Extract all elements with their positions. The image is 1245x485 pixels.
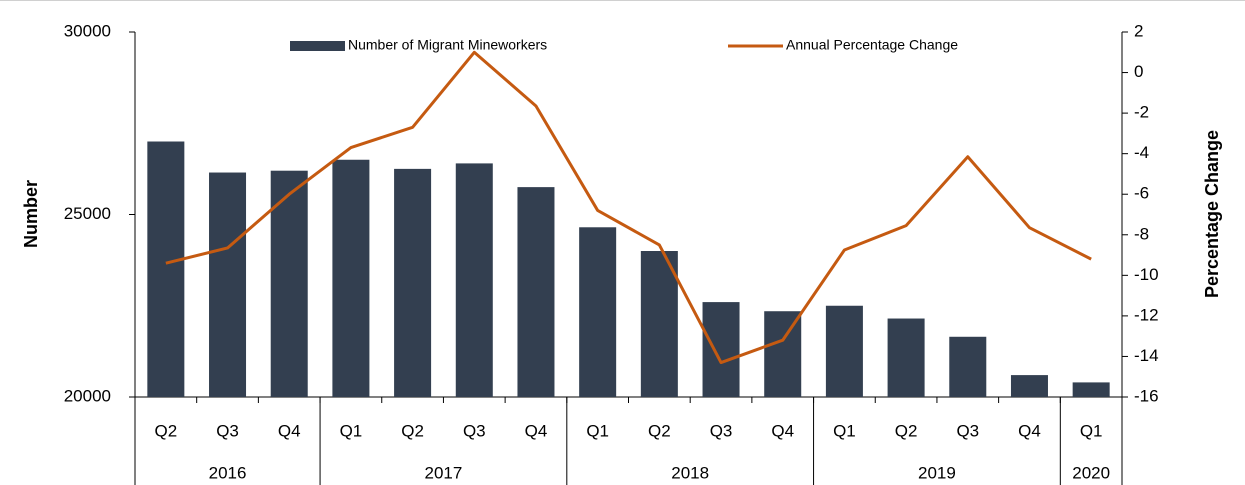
legend-swatch bbox=[290, 41, 345, 51]
y2-tick-label: -14 bbox=[1134, 346, 1159, 365]
x-tick-label: Q3 bbox=[216, 421, 239, 440]
bar bbox=[640, 251, 678, 397]
group-label: 2017 bbox=[425, 463, 463, 482]
x-tick-label: Q2 bbox=[648, 421, 671, 440]
x-tick-label: Q1 bbox=[340, 421, 363, 440]
x-tick-label: Q4 bbox=[278, 421, 301, 440]
y2-tick-label: 2 bbox=[1134, 21, 1143, 40]
bar bbox=[887, 318, 925, 397]
y-axis-title: Number bbox=[21, 180, 41, 248]
bar bbox=[455, 163, 493, 397]
y2-tick-label: -12 bbox=[1134, 305, 1159, 324]
x-tick-label: Q4 bbox=[771, 421, 794, 440]
bar bbox=[764, 311, 802, 397]
bar bbox=[270, 170, 308, 397]
group-label: 2016 bbox=[209, 463, 247, 482]
x-tick-label: Q1 bbox=[1080, 421, 1103, 440]
x-tick-label: Q2 bbox=[155, 421, 178, 440]
bar bbox=[394, 168, 432, 397]
legend-label: Number of Migrant Mineworkers bbox=[348, 37, 547, 53]
y2-tick-label: -10 bbox=[1134, 265, 1159, 284]
bar bbox=[517, 187, 555, 397]
x-tick-label: Q1 bbox=[586, 421, 609, 440]
group-label: 2019 bbox=[918, 463, 956, 482]
bar bbox=[147, 141, 185, 397]
group-label: 2020 bbox=[1072, 463, 1110, 482]
bar bbox=[332, 159, 370, 397]
x-tick-label: Q3 bbox=[463, 421, 486, 440]
y2-tick-label: -8 bbox=[1134, 224, 1149, 243]
y2-tick-label: -4 bbox=[1134, 143, 1149, 162]
y2-tick-label: -16 bbox=[1134, 386, 1159, 405]
y2-tick-label: -2 bbox=[1134, 103, 1149, 122]
x-tick-label: Q2 bbox=[401, 421, 424, 440]
y2-tick-label: 0 bbox=[1134, 62, 1143, 81]
group-label: 2018 bbox=[671, 463, 709, 482]
x-tick-label: Q1 bbox=[833, 421, 856, 440]
bar bbox=[1010, 375, 1048, 397]
x-tick-label: Q2 bbox=[895, 421, 918, 440]
x-tick-label: Q3 bbox=[710, 421, 733, 440]
bar bbox=[949, 336, 987, 397]
bar bbox=[579, 227, 617, 397]
y-tick-label: 20000 bbox=[64, 386, 111, 405]
y2-axis-title: Percentage Change bbox=[1202, 130, 1222, 298]
y-tick-label: 30000 bbox=[64, 21, 111, 40]
legend-label: Annual Percentage Change bbox=[786, 37, 958, 53]
x-tick-label: Q4 bbox=[525, 421, 548, 440]
line-series bbox=[165, 50, 1092, 365]
bar bbox=[702, 302, 740, 397]
bar bbox=[209, 172, 247, 397]
x-tick-label: Q4 bbox=[1018, 421, 1041, 440]
bar bbox=[1072, 382, 1110, 397]
y2-tick-label: -6 bbox=[1134, 184, 1149, 203]
x-tick-label: Q3 bbox=[956, 421, 979, 440]
bar bbox=[825, 305, 863, 397]
y-tick-label: 25000 bbox=[64, 204, 111, 223]
